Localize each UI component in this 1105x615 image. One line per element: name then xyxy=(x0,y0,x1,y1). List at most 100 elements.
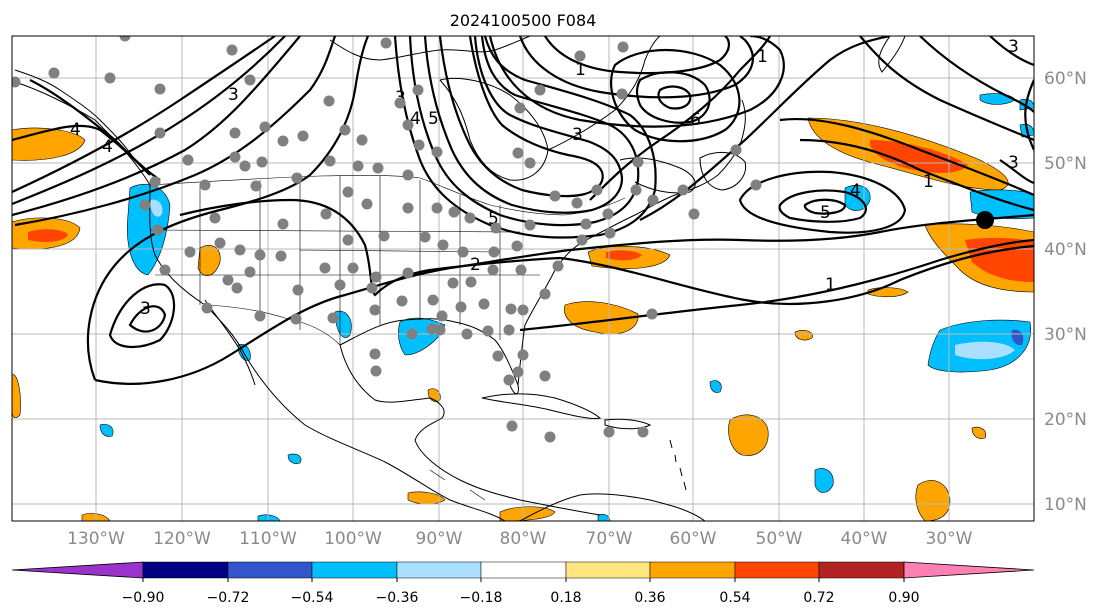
contour-line xyxy=(518,36,754,99)
contour-line xyxy=(179,198,561,297)
station-marker xyxy=(231,282,243,294)
station-marker xyxy=(492,350,504,362)
longitude-label: 130°W xyxy=(67,529,125,549)
colorbar-segment xyxy=(311,561,398,579)
strong-positive-anomaly-region xyxy=(28,229,68,242)
lesser-antilles xyxy=(669,439,687,491)
contour-line xyxy=(799,138,1034,212)
contour-label: 3 xyxy=(1008,37,1019,57)
contour-line xyxy=(423,36,624,214)
colorbar-segment xyxy=(227,561,313,579)
station-marker xyxy=(229,127,241,139)
map-frame xyxy=(11,35,1035,522)
contour-label: 1 xyxy=(757,47,768,67)
station-marker xyxy=(356,134,368,146)
contour-line xyxy=(639,36,891,221)
station-marker xyxy=(490,222,502,234)
station-marker xyxy=(394,97,406,109)
negative-anomaly-region xyxy=(334,310,352,338)
station-marker xyxy=(534,84,546,96)
station-marker xyxy=(447,277,459,289)
contour-line xyxy=(610,49,741,143)
contour-line xyxy=(94,213,1034,385)
station-marker xyxy=(222,274,234,286)
station-marker xyxy=(637,426,649,438)
station-marker xyxy=(209,212,221,224)
station-marker xyxy=(431,146,443,158)
colorbar-ticks: −0.90 −0.72 −0.54 −0.36 −0.18 0.18 0.36 … xyxy=(122,590,920,606)
contour-label: 3 xyxy=(1008,153,1019,173)
newfoundland xyxy=(699,152,747,191)
positive-anomaly-region xyxy=(728,414,769,456)
station-marker xyxy=(12,76,21,88)
colorbar-tick-label: −0.72 xyxy=(207,590,250,606)
station-marker xyxy=(226,44,238,56)
station-marker xyxy=(436,310,448,322)
longitude-label: 120°W xyxy=(153,529,211,549)
latitude-label: 60°N xyxy=(1044,69,1087,89)
contour-label: 5 xyxy=(820,203,831,223)
station-marker xyxy=(647,194,659,206)
station-marker xyxy=(154,83,166,95)
contour-line xyxy=(488,36,785,128)
contour-line xyxy=(589,36,771,201)
station-marker xyxy=(482,325,494,337)
canadian-arctic xyxy=(329,36,531,61)
station-marker xyxy=(378,230,390,242)
station-marker xyxy=(571,197,583,209)
station-marker xyxy=(580,218,592,230)
strong-positive-anomaly-region xyxy=(606,250,642,261)
station-marker xyxy=(214,237,226,249)
positive-anomaly-region xyxy=(915,480,951,521)
station-marker xyxy=(259,121,271,133)
station-marker xyxy=(323,95,335,107)
alaska-coast xyxy=(14,69,136,161)
longitude-label: 30°W xyxy=(926,529,973,549)
contour-label: 1 xyxy=(575,60,586,80)
station-marker xyxy=(574,50,586,62)
station-marker xyxy=(487,264,499,276)
negative-anomaly-region xyxy=(597,514,611,521)
map-area: 3 4 3 5 2 3 3 6 1 1 5 4 1 3 1 5 4 4 3 xyxy=(12,36,1034,521)
station-marker xyxy=(361,198,373,210)
contour-line xyxy=(779,117,1034,197)
station-marker xyxy=(591,184,603,196)
station-marker xyxy=(199,179,211,191)
station-marker xyxy=(506,420,518,432)
contour-lines xyxy=(12,36,1034,385)
latitude-axis: 60°N 50°N 40°N 30°N 20°N 10°N xyxy=(1044,69,1087,515)
station-marker xyxy=(630,184,642,196)
station-marker xyxy=(256,156,268,168)
contour-label: 4 xyxy=(102,137,113,157)
latitude-label: 40°N xyxy=(1044,240,1087,260)
station-marker xyxy=(239,160,251,172)
contour-line xyxy=(559,244,1034,305)
contour-label: 4 xyxy=(850,181,861,201)
station-marker xyxy=(517,304,529,316)
longitude-label: 40°W xyxy=(841,529,888,549)
station-marker xyxy=(119,36,131,42)
strong-positive-anomaly-region xyxy=(869,140,968,173)
latitude-label: 30°N xyxy=(1044,325,1087,345)
station-marker xyxy=(517,349,529,361)
negative-anomaly-region xyxy=(99,423,114,437)
latitude-label: 20°N xyxy=(1044,410,1087,430)
station-marker xyxy=(372,162,384,174)
station-marker xyxy=(277,135,289,147)
positive-anomaly-region xyxy=(794,330,813,341)
station-marker xyxy=(334,279,346,291)
station-marker xyxy=(406,328,418,340)
contour-line xyxy=(12,36,286,206)
station-marker xyxy=(234,244,246,256)
station-marker xyxy=(464,212,476,224)
positive-anomaly-region xyxy=(564,301,639,335)
mexico-gulf-coast xyxy=(339,344,601,516)
contour-line xyxy=(999,159,1034,185)
hispaniola xyxy=(604,418,652,430)
station-marker xyxy=(750,179,762,191)
station-marker xyxy=(455,301,467,313)
station-marker xyxy=(617,41,629,53)
station-marker xyxy=(244,74,256,86)
contour-label: 3 xyxy=(572,125,583,145)
